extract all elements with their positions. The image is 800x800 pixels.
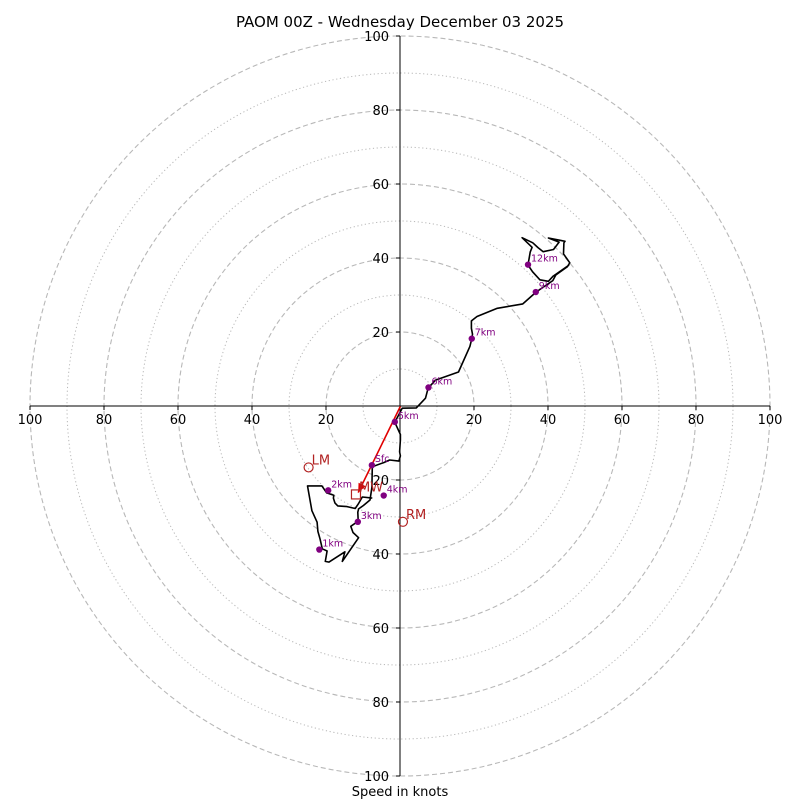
height-label-5km: 5km: [398, 411, 419, 422]
height-marker-4km: [380, 492, 387, 499]
height-marker-9km: [532, 288, 539, 296]
height-marker-sfc: [368, 462, 376, 469]
x-tick-label: 20: [318, 413, 335, 428]
y-tick-label: 60: [372, 178, 389, 193]
storm-marker-lm: [303, 462, 314, 473]
height-marker-12km: [524, 261, 532, 268]
height-marker-6km: [425, 384, 432, 391]
storm-label-rm: RM: [406, 508, 426, 523]
height-label-1km: 1km: [322, 539, 343, 550]
storm-label-lm: LM: [312, 453, 330, 468]
y-tick-label: 80: [372, 696, 389, 711]
height-marker-2km: [325, 487, 332, 494]
y-tick-label: 60: [372, 622, 389, 637]
height-marker-3km: [354, 518, 362, 526]
x-tick-label: 80: [688, 413, 705, 428]
x-tick-label: 60: [170, 413, 187, 428]
height-label-7km: 7km: [475, 328, 496, 339]
tick-labels: 100 80 60 40 20 20 40 60 80 100 100 80 60 40 20 20 40 60 8…: [18, 30, 783, 785]
storm-marker-rm: [397, 516, 409, 527]
x-tick-label: 100: [18, 413, 43, 428]
height-label-9km: 9km: [539, 281, 560, 292]
x-axis-label: Speed in knots: [352, 785, 449, 800]
height-label-sfc: Sfc: [375, 454, 390, 465]
x-tick-label: 60: [614, 413, 631, 428]
x-tick-label: 20: [466, 413, 483, 428]
height-label-2km: 2km: [331, 479, 352, 490]
hodograph-trace: [306, 236, 571, 563]
y-tick-label: 40: [372, 252, 389, 267]
hodograph-line: [306, 236, 571, 563]
x-tick-label: 100: [758, 413, 783, 428]
storm-label-mw: MW: [359, 480, 383, 495]
storm-marker-mw: [350, 489, 362, 500]
axes: [30, 36, 770, 776]
x-tick-label: 40: [540, 413, 557, 428]
height-marker-7km: [468, 335, 475, 342]
height-label-6km: 6km: [431, 377, 452, 388]
height-label-12km: 12km: [531, 254, 558, 265]
storm-motion-markers: LM RM MW: [303, 453, 426, 527]
x-tick-label: 40: [244, 413, 261, 428]
y-tick-label: 80: [372, 104, 389, 119]
height-label-4km: 4km: [387, 485, 408, 496]
height-marker-1km: [316, 546, 323, 553]
y-tick-label: 100: [364, 30, 389, 45]
y-tick-label: 20: [372, 326, 389, 341]
height-marker-5km: [391, 418, 399, 426]
height-markers: Sfc 1km 2km 3km 4km 5km 6km 7km 9km 12km: [316, 254, 560, 553]
x-tick-label: 80: [96, 413, 113, 428]
height-label-3km: 3km: [361, 511, 382, 522]
y-tick-label: 40: [372, 548, 389, 563]
chart-title: PAOM 00Z - Wednesday December 03 2025: [236, 13, 564, 31]
y-tick-label: 100: [364, 770, 389, 785]
y-tick-label: 20: [372, 474, 389, 489]
